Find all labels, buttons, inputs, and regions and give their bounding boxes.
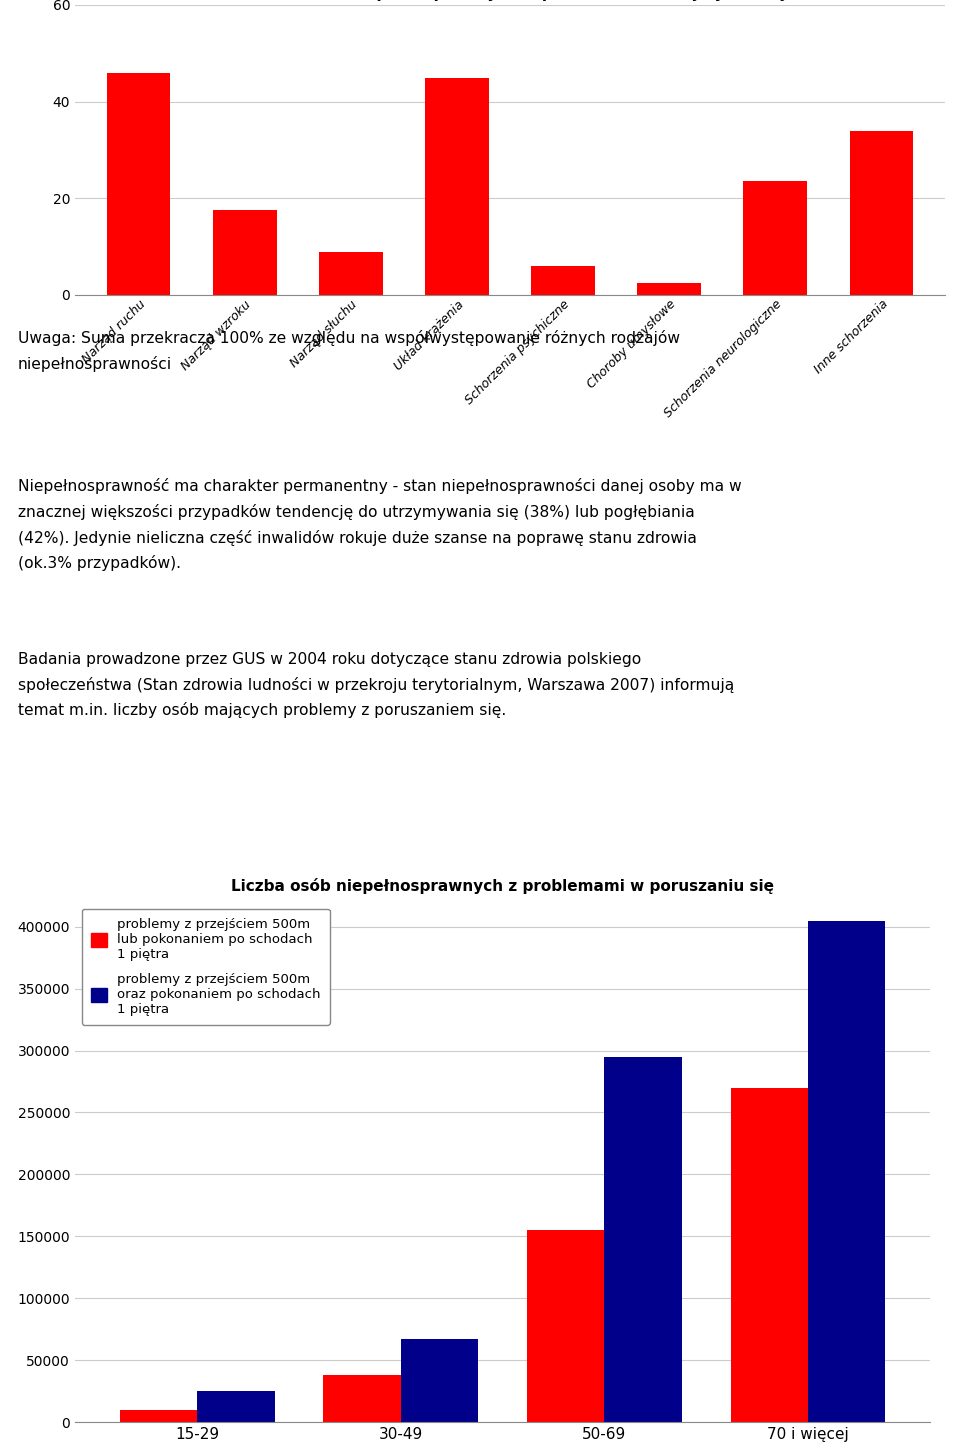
Bar <box>808 921 885 1422</box>
Bar <box>531 266 595 295</box>
Bar <box>637 283 701 295</box>
Bar <box>107 73 171 295</box>
Bar <box>400 1339 478 1422</box>
Bar <box>197 1391 275 1422</box>
Text: Badania prowadzone przez GUS w 2004 roku dotyczące stanu zdrowia polskiego
społe: Badania prowadzone przez GUS w 2004 roku… <box>18 652 734 719</box>
Bar <box>527 1230 604 1422</box>
Title: Liczba osób niepełnosprawnych z problemami w poruszaniu się: Liczba osób niepełnosprawnych z problema… <box>231 878 774 894</box>
Bar <box>743 182 807 295</box>
Bar <box>731 1088 808 1422</box>
Bar <box>319 251 383 295</box>
Bar <box>120 1410 197 1422</box>
Bar <box>425 77 489 295</box>
Text: Uwaga: Suma przekracza 100% ze względu na współwystępowanie różnych rodzajów
nie: Uwaga: Suma przekracza 100% ze względu n… <box>18 330 680 372</box>
Bar <box>213 211 276 295</box>
Legend: problemy z przejściem 500m
lub pokonaniem po schodach
1 piętra, problemy z przej: problemy z przejściem 500m lub pokonanie… <box>82 909 330 1025</box>
Text: Niepełnosprawność ma charakter permanentny - stan niepełnosprawności danej osoby: Niepełnosprawność ma charakter permanent… <box>18 478 742 571</box>
Bar <box>324 1375 400 1422</box>
Bar <box>604 1057 682 1422</box>
Bar <box>850 131 913 295</box>
